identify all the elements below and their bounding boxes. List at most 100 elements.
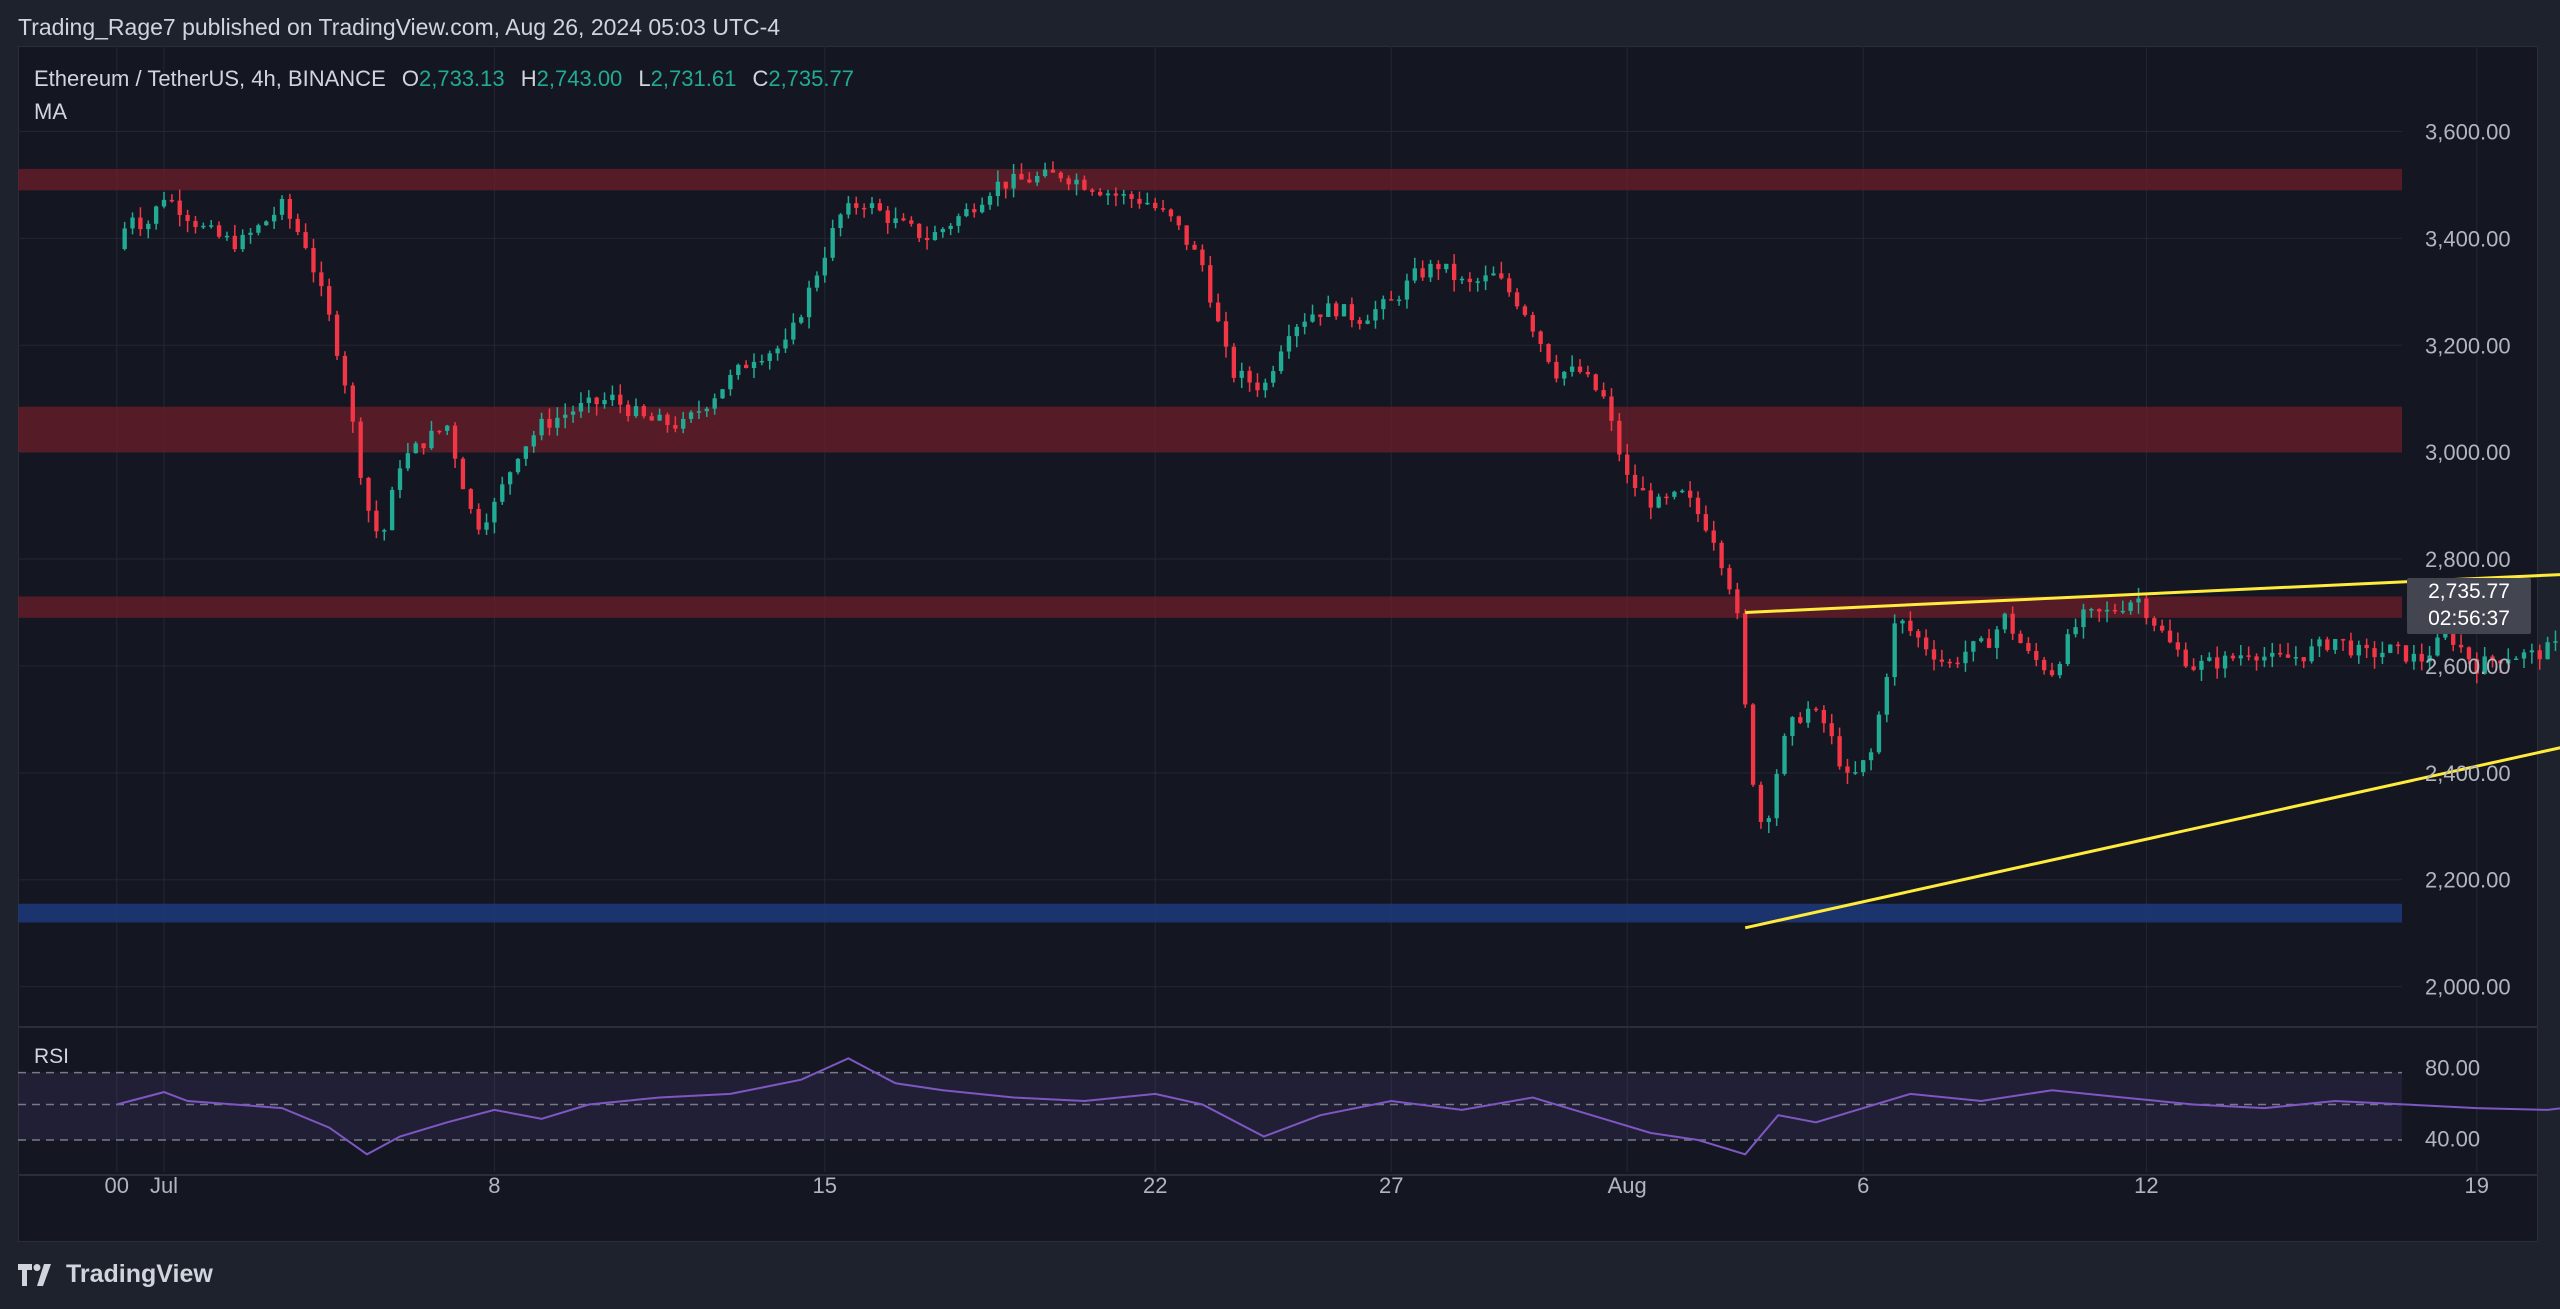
candle-body [940, 228, 945, 233]
candle-body [484, 522, 489, 530]
candle-body [2057, 664, 2063, 676]
y-tick-label: 3,200.00 [2425, 333, 2511, 358]
candle-body [421, 443, 426, 449]
candle-body [1632, 474, 1638, 488]
candle-body [586, 397, 591, 404]
candle-body [1381, 299, 1386, 310]
candle-body [138, 217, 143, 230]
candle-body [1986, 638, 1992, 648]
candle-body [1562, 371, 1567, 379]
candle-body [216, 225, 222, 237]
candle-body [1569, 366, 1575, 372]
candle-body [1514, 292, 1520, 307]
high-label: H [520, 66, 537, 91]
candle-body [2136, 598, 2141, 603]
candle-body [2356, 644, 2361, 656]
candle-body [2333, 639, 2338, 650]
candle-body [460, 458, 466, 490]
candle-body [979, 204, 985, 213]
candle-body [1837, 736, 1842, 767]
candle-body [1884, 677, 1889, 715]
candle-body [1908, 620, 1913, 632]
ma-indicator-label[interactable]: MA [34, 99, 67, 124]
candle-body [1554, 361, 1559, 379]
candle-body [2041, 659, 2047, 671]
candle-body [1404, 280, 1410, 300]
candle-body [673, 424, 678, 429]
candle-body [1766, 818, 1771, 822]
candle-body [2498, 660, 2503, 664]
candle-body [2026, 642, 2031, 651]
candle-body [2325, 639, 2330, 650]
candle-body [1538, 331, 1543, 345]
high-value: 2,743.00 [536, 66, 623, 91]
tradingview-logo[interactable]: TradingView [18, 1260, 213, 1289]
candle-body [1963, 651, 1968, 664]
candle-body [405, 453, 411, 469]
candle-body [2482, 656, 2487, 674]
candle-body [2191, 666, 2196, 670]
candle-body [1113, 193, 1119, 196]
candle-body [1428, 263, 1433, 278]
candle-body [264, 221, 269, 226]
candle-body [1829, 723, 1834, 737]
candle-body [2380, 652, 2385, 658]
ohlc-legend[interactable]: Ethereum / TetherUS, 4h, BINANCE O2,733.… [34, 66, 854, 92]
candle-body [523, 446, 529, 459]
y-tick-label: 2,200.00 [2425, 868, 2511, 893]
bar-countdown: 02:56:37 [2428, 607, 2510, 630]
candle-body [1011, 173, 1016, 189]
candle-body [1507, 278, 1512, 293]
candle-body [193, 220, 198, 227]
candle-body [1900, 620, 1905, 624]
y-tick-label: 2,400.00 [2425, 761, 2511, 786]
candle-body [1373, 309, 1378, 321]
candle-body [1577, 366, 1583, 372]
candle-body [1719, 542, 1724, 569]
candle-body [1168, 209, 1174, 217]
x-tick-label: 22 [1143, 1173, 1167, 1198]
rsi-indicator-label[interactable]: RSI [34, 1045, 70, 1068]
candle-body [1215, 302, 1221, 322]
rsi-line [116, 1057, 2560, 1156]
candle-body [578, 403, 584, 412]
candle-body [1861, 760, 1866, 773]
candle-body [1247, 370, 1252, 383]
candle-body [2112, 609, 2118, 612]
candle-body [2521, 652, 2527, 659]
candle-body [743, 364, 749, 369]
candle-body [2254, 656, 2259, 661]
candle-body [2545, 642, 2550, 660]
candle-body [610, 394, 615, 401]
close-value: 2,735.77 [768, 66, 854, 91]
candle-body [185, 214, 190, 221]
candle-body [1310, 314, 1315, 322]
candle-body [271, 214, 277, 222]
candle-body [334, 314, 340, 356]
candle-body [2529, 650, 2535, 653]
candle-body [2018, 633, 2023, 643]
candle-body [161, 199, 167, 207]
candle-body [1782, 735, 1787, 774]
resistance-zone [18, 406, 2402, 453]
candle-body [1939, 659, 1945, 662]
candle-body [570, 411, 576, 415]
candle-body [319, 272, 324, 287]
candle-body [389, 489, 395, 531]
candle-body [2309, 646, 2314, 662]
candle-body [964, 209, 969, 217]
candle-body [1341, 304, 1347, 317]
candle-body [1971, 641, 1976, 652]
candle-body [2207, 657, 2212, 661]
candle-body [854, 203, 859, 208]
candle-body [633, 406, 639, 417]
x-tick-label: Aug [1608, 1173, 1647, 1198]
chart-frame[interactable] [18, 46, 2538, 1242]
candle-body [1467, 278, 1473, 283]
candle-body [2395, 644, 2401, 647]
candle-body [382, 530, 387, 532]
symbol-label[interactable]: Ethereum / TetherUS, 4h, BINANCE [34, 66, 386, 91]
candle-body [2537, 650, 2542, 660]
candle-body [2073, 627, 2078, 635]
